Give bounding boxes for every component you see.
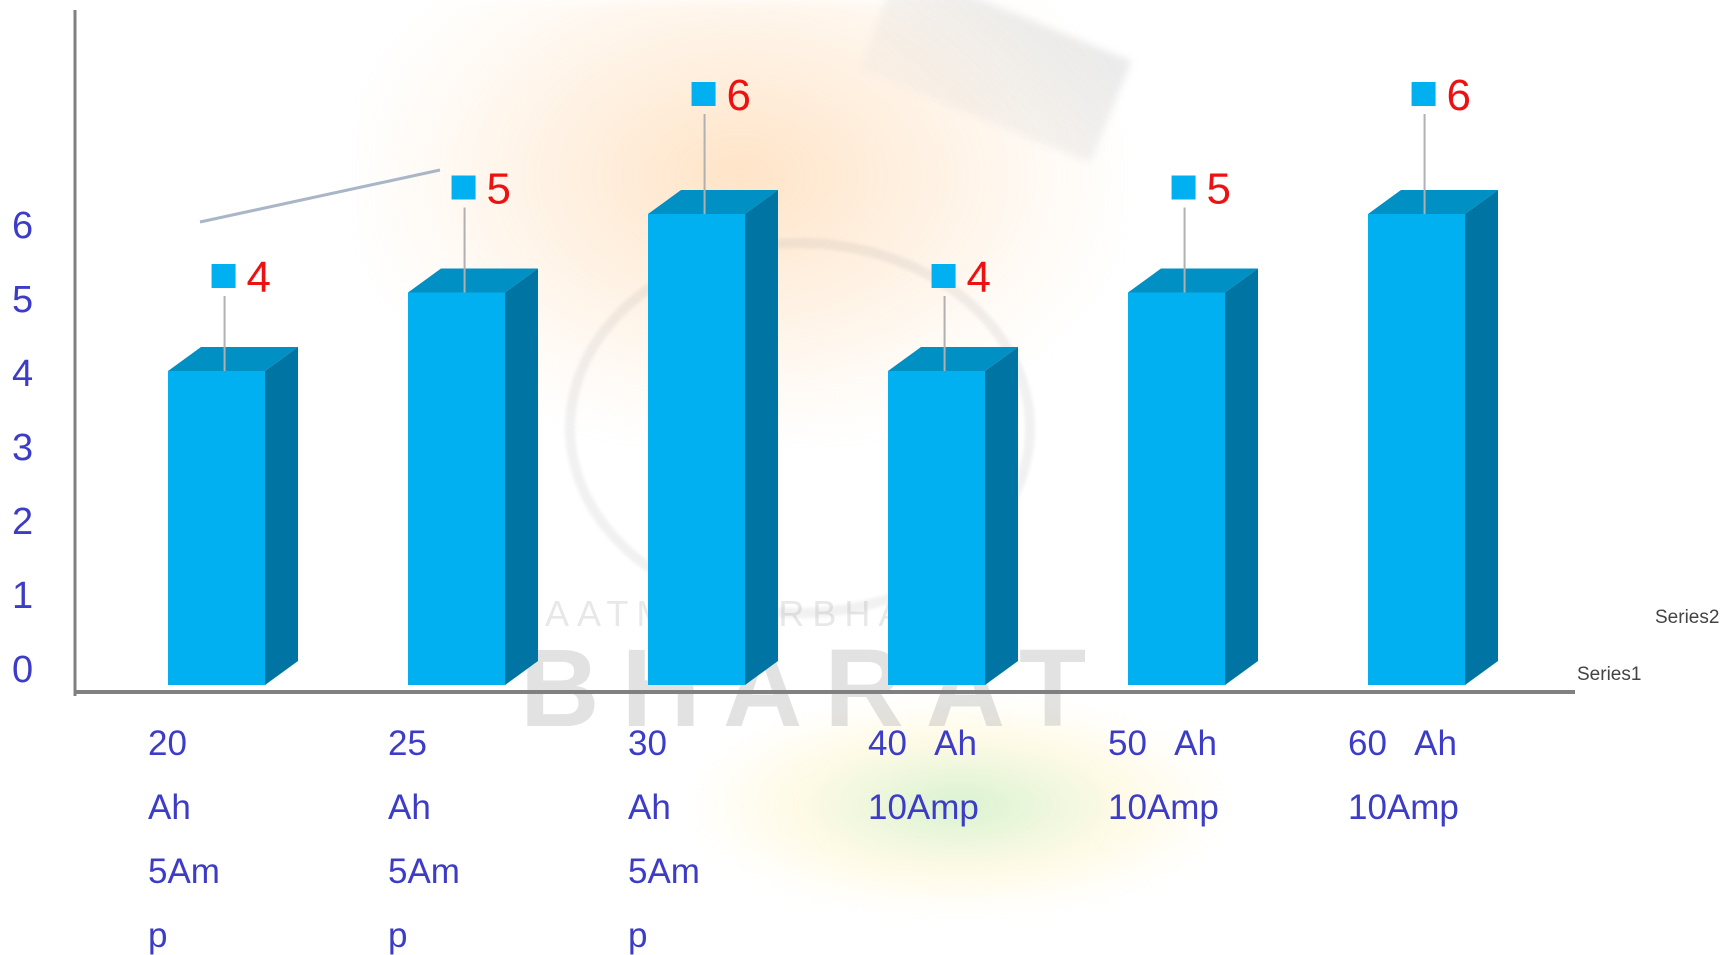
x-tick-label: p	[148, 916, 167, 955]
leader-lines	[199, 114, 1426, 371]
data-label: 6	[1447, 71, 1471, 120]
x-tick-label: 10Amp	[1108, 788, 1219, 827]
bar-top-face	[408, 268, 538, 293]
bar-front-face	[648, 214, 745, 685]
bar-front-face	[1368, 214, 1465, 685]
legend-entry-series2: Series2	[1655, 607, 1719, 628]
y-tick-label: 1	[12, 575, 33, 617]
x-tick-label: 10Amp	[1348, 788, 1459, 827]
data-labels: 4 5 6 4 5 6	[211, 71, 1471, 302]
x-tick-label: 50 Ah	[1108, 724, 1217, 763]
bar-top-face	[1128, 268, 1258, 293]
bar-top-face	[168, 347, 298, 371]
data-label-marker	[211, 264, 236, 288]
data-label-marker	[931, 264, 956, 288]
y-tick-labels: 0 1 2 3 4 5 6	[12, 205, 33, 691]
x-tick-label: 40 Ah	[868, 724, 977, 763]
bar-side-face	[505, 268, 538, 685]
bar-side-face	[745, 190, 778, 685]
data-label: 4	[247, 253, 271, 302]
bar-side-face	[265, 347, 298, 685]
data-label: 4	[967, 253, 991, 302]
bar	[648, 190, 778, 685]
bar-front-face	[1128, 292, 1225, 685]
y-tick-label: 2	[12, 501, 33, 543]
axes	[73, 10, 1575, 696]
bars	[168, 190, 1498, 685]
label-connector-line	[199, 168, 441, 224]
x-tick-label: 60 Ah	[1348, 724, 1457, 763]
x-tick-label: 5Am	[628, 852, 700, 891]
x-tick-label: 10Amp	[868, 788, 979, 827]
bar-front-face	[408, 292, 505, 685]
y-tick-label: 3	[12, 427, 33, 469]
bar-side-face	[1465, 190, 1498, 685]
x-tick-label: Ah	[628, 788, 671, 827]
y-tick-label: 6	[12, 205, 33, 247]
data-label-marker	[691, 82, 716, 106]
x-tick-label: 30	[628, 724, 667, 763]
bar-top-face	[1368, 190, 1498, 214]
bar	[408, 268, 538, 685]
x-tick-label: 25	[388, 724, 427, 763]
y-tick-label: 0	[12, 649, 33, 691]
data-label: 5	[1207, 165, 1231, 214]
data-label-marker	[1411, 82, 1436, 106]
data-label-marker	[1171, 175, 1196, 200]
y-tick-label: 4	[12, 353, 33, 395]
bar	[1368, 190, 1498, 685]
x-tick-label: 5Am	[148, 852, 220, 891]
bar-side-face	[1225, 268, 1258, 685]
x-tick-labels: 20 Ah 5Am p 25 Ah 5Am p 30 Ah 5Am p 40 Ah 10Amp 50 Ah 1…	[148, 724, 1459, 955]
bar-top-face	[888, 347, 1018, 371]
bar-side-face	[985, 347, 1018, 685]
y-tick-label: 5	[12, 279, 33, 321]
x-tick-label: Ah	[148, 788, 191, 827]
x-tick-label: 20	[148, 724, 187, 763]
bar-front-face	[168, 371, 265, 685]
x-tick-label: p	[388, 916, 407, 955]
data-label: 6	[727, 71, 751, 120]
legend: Series2 Series1	[1577, 607, 1719, 685]
bar	[888, 347, 1018, 685]
bar	[168, 347, 298, 685]
bar	[1128, 268, 1258, 685]
data-label: 5	[487, 165, 511, 214]
data-label-marker	[451, 175, 476, 200]
bar-top-face	[648, 190, 778, 214]
x-tick-label: 5Am	[388, 852, 460, 891]
bar-front-face	[888, 371, 985, 685]
legend-entry-series1: Series1	[1577, 664, 1641, 685]
x-tick-label: Ah	[388, 788, 431, 827]
x-tick-label: p	[628, 916, 647, 955]
